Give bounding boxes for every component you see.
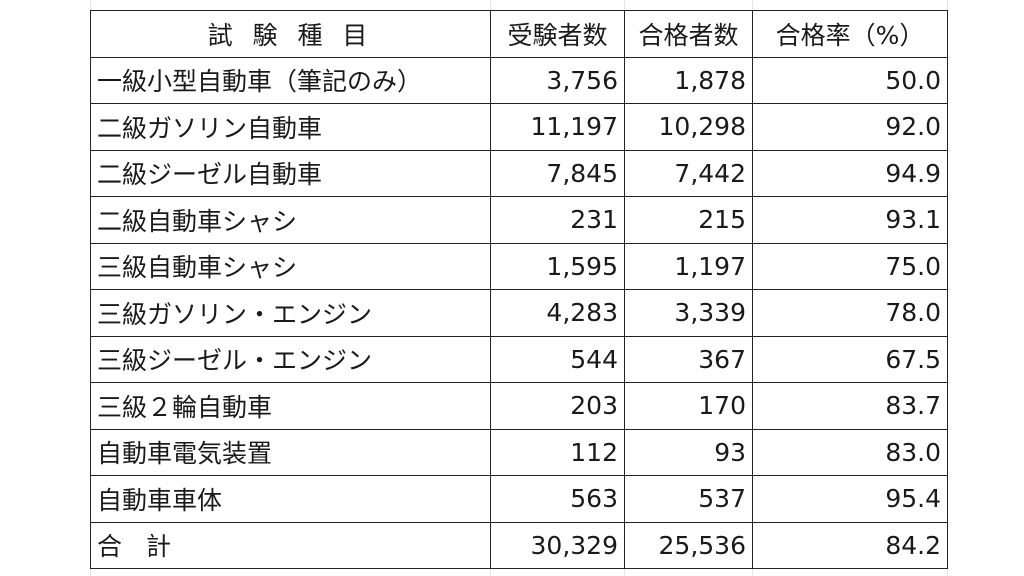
table-row: 自動車車体 563 537 95.4 [90, 475, 948, 523]
table-row: 二級ジーゼル自動車 7,845 7,442 94.9 [90, 149, 948, 197]
header-passed[interactable]: 合格者数 [624, 10, 753, 58]
cell-exam-type[interactable]: 二級ジーゼル自動車 [90, 149, 491, 197]
cell-exam-type[interactable]: 三級自動車シャシ [90, 242, 491, 290]
cell-passed[interactable]: 215 [624, 196, 753, 244]
header-pass-rate[interactable]: 合格率（%） [752, 10, 948, 58]
cell-passed[interactable]: 367 [624, 335, 753, 383]
cell-passed[interactable]: 537 [624, 475, 753, 523]
exam-results-table: 試 験 種 目 受験者数 合格者数 合格率（%） 一級小型自動車（筆記のみ） 3… [90, 10, 948, 569]
cell-takers[interactable]: 112 [490, 428, 625, 476]
table-row: 二級自動車シャシ 231 215 93.1 [90, 196, 948, 244]
cell-passed[interactable]: 10,298 [624, 103, 753, 151]
header-row: 試 験 種 目 受験者数 合格者数 合格率（%） [90, 10, 948, 58]
cell-exam-type[interactable]: 自動車車体 [90, 475, 491, 523]
cell-takers[interactable]: 3,756 [490, 56, 625, 104]
table-row: 三級２輪自動車 203 170 83.7 [90, 382, 948, 430]
cell-pass-rate[interactable]: 50.0 [752, 56, 948, 104]
cell-passed[interactable]: 93 [624, 428, 753, 476]
cell-passed[interactable]: 1,197 [624, 242, 753, 290]
cell-pass-rate[interactable]: 67.5 [752, 335, 948, 383]
cell-pass-rate[interactable]: 83.7 [752, 382, 948, 430]
cell-takers[interactable]: 231 [490, 196, 625, 244]
table-row: 三級ジーゼル・エンジン 544 367 67.5 [90, 335, 948, 383]
cell-takers[interactable]: 544 [490, 335, 625, 383]
cell-total-passed[interactable]: 25,536 [624, 521, 753, 569]
cell-exam-type[interactable]: 三級ガソリン・エンジン [90, 289, 491, 337]
cell-pass-rate[interactable]: 92.0 [752, 103, 948, 151]
cell-exam-type[interactable]: 自動車電気装置 [90, 428, 491, 476]
cell-pass-rate[interactable]: 95.4 [752, 475, 948, 523]
cell-passed[interactable]: 1,878 [624, 56, 753, 104]
total-row: 合 計 30,329 25,536 84.2 [90, 521, 948, 569]
cell-pass-rate[interactable]: 75.0 [752, 242, 948, 290]
cell-exam-type[interactable]: 三級ジーゼル・エンジン [90, 335, 491, 383]
header-exam-type[interactable]: 試 験 種 目 [90, 10, 491, 58]
cell-pass-rate[interactable]: 93.1 [752, 196, 948, 244]
cell-takers[interactable]: 7,845 [490, 149, 625, 197]
cell-exam-type[interactable]: 二級ガソリン自動車 [90, 103, 491, 151]
table-row: 三級ガソリン・エンジン 4,283 3,339 78.0 [90, 289, 948, 337]
cell-total-takers[interactable]: 30,329 [490, 521, 625, 569]
header-takers[interactable]: 受験者数 [490, 10, 625, 58]
cell-passed[interactable]: 7,442 [624, 149, 753, 197]
table-row: 三級自動車シャシ 1,595 1,197 75.0 [90, 242, 948, 290]
cell-pass-rate[interactable]: 94.9 [752, 149, 948, 197]
cell-total-label[interactable]: 合 計 [90, 521, 491, 569]
cell-exam-type[interactable]: 一級小型自動車（筆記のみ） [90, 56, 491, 104]
cell-pass-rate[interactable]: 83.0 [752, 428, 948, 476]
cell-exam-type[interactable]: 三級２輪自動車 [90, 382, 491, 430]
cell-passed[interactable]: 170 [624, 382, 753, 430]
cell-takers[interactable]: 1,595 [490, 242, 625, 290]
cell-takers[interactable]: 4,283 [490, 289, 625, 337]
cell-passed[interactable]: 3,339 [624, 289, 753, 337]
cell-takers[interactable]: 563 [490, 475, 625, 523]
cell-takers[interactable]: 11,197 [490, 103, 625, 151]
table-row: 一級小型自動車（筆記のみ） 3,756 1,878 50.0 [90, 56, 948, 104]
table-row: 自動車電気装置 112 93 83.0 [90, 428, 948, 476]
cell-pass-rate[interactable]: 78.0 [752, 289, 948, 337]
table-row: 二級ガソリン自動車 11,197 10,298 92.0 [90, 103, 948, 151]
cell-exam-type[interactable]: 二級自動車シャシ [90, 196, 491, 244]
cell-total-pass-rate[interactable]: 84.2 [752, 521, 948, 569]
cell-takers[interactable]: 203 [490, 382, 625, 430]
